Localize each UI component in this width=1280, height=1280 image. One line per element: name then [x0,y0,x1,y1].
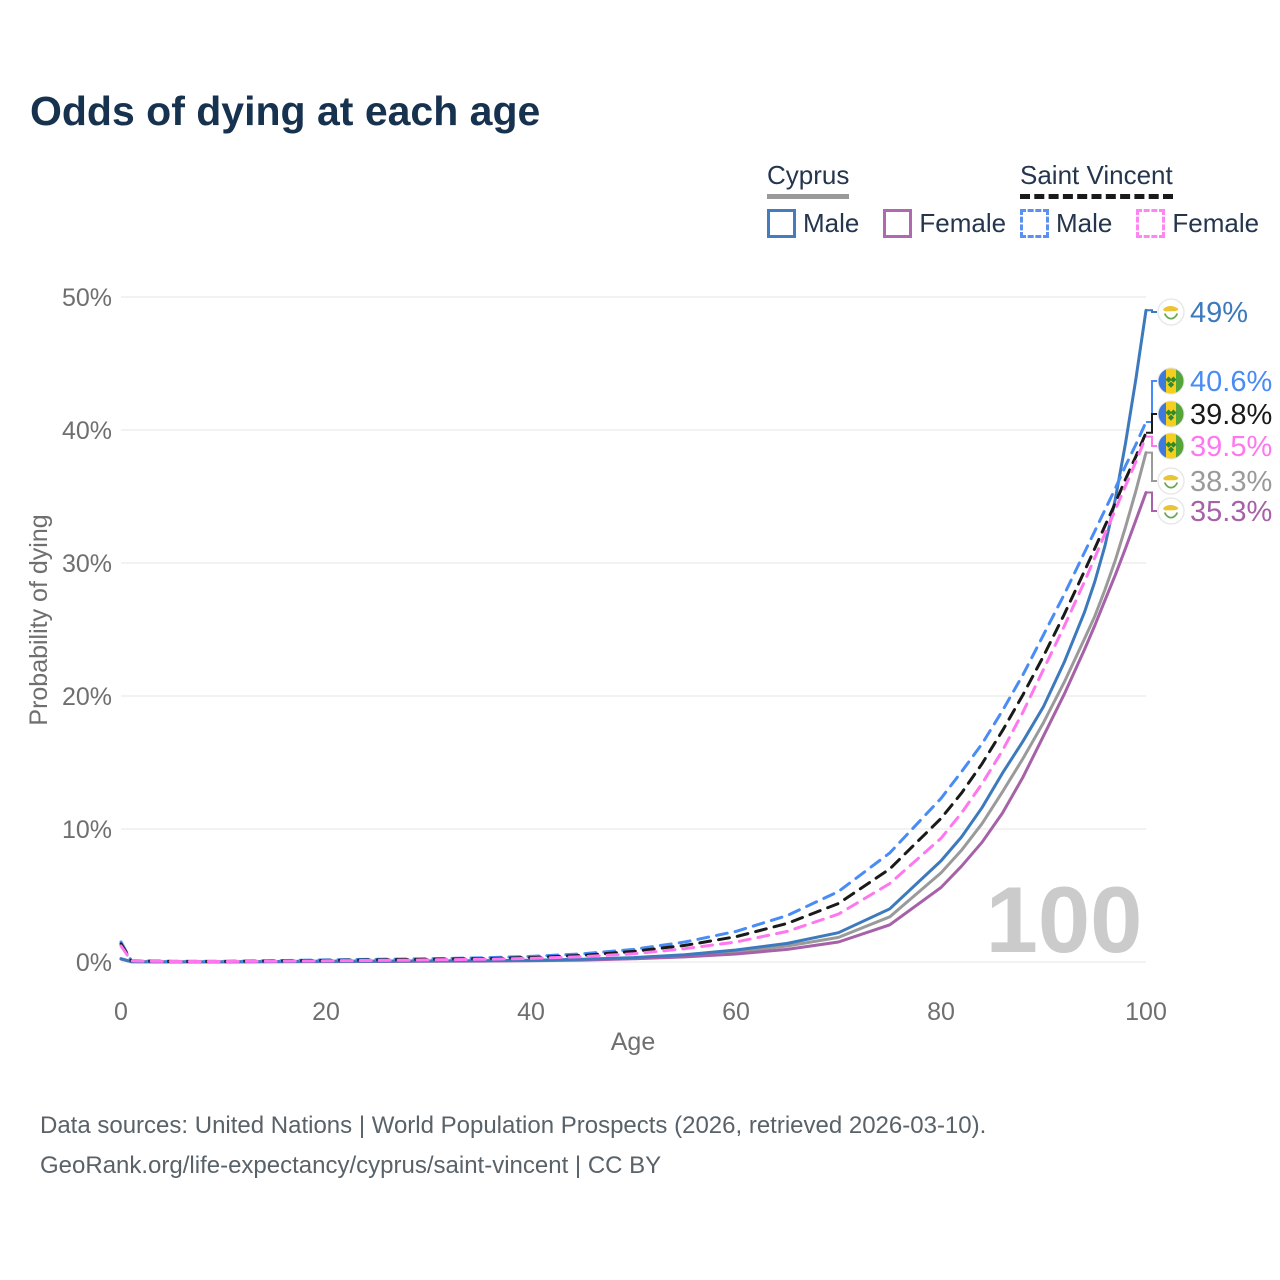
y-tick-label: 20% [62,683,112,711]
y-tick-label: 50% [62,284,112,312]
y-tick-label: 30% [62,550,112,578]
y-tick-label: 10% [62,816,112,844]
x-tick-label: 0 [114,998,128,1026]
legend-item-label: Female [919,208,1007,238]
curve-cyprus-male [119,308,1148,964]
end-label-connector [1146,491,1157,512]
axis-labels: Probability of dying Age [25,514,655,1056]
saint-vincent-flag-icon [1158,433,1184,459]
end-label-value: 38.3% [1190,466,1272,498]
cyprus-flag-icon [1157,497,1185,525]
x-tick-label: 40 [517,998,545,1026]
age-counter-watermark: 100 [986,867,1143,972]
end-label-value: 40.6% [1190,366,1272,398]
legend-item-label: Male [803,208,860,238]
x-tick-label: 80 [927,998,955,1026]
page-title: Odds of dying at each age [30,88,541,134]
legend-item-label: Female [1172,208,1260,238]
end-label-connector [1146,413,1157,434]
legend-group-saint-vincent: Saint Vincent Male Female [1020,160,1280,239]
legend: Cyprus Male Female Saint Vincent Male Fe… [0,160,1280,250]
end-label-value: 35.3% [1190,496,1272,528]
cyprus-male-swatch-icon [767,209,796,238]
legend-group-title-saint-vincent: Saint Vincent [1020,160,1173,199]
y-tick-label: 40% [62,417,112,445]
x-tick-label: 100 [1125,998,1167,1026]
saint-vincent-flag-icon [1158,368,1184,394]
cyprus-flag-icon [1157,467,1185,495]
legend-item-label: Male [1056,208,1113,238]
saint-vincent-flag-icon [1158,401,1184,427]
curve-saint-vincent-female [119,435,1148,963]
legend-item-cyprus-male: Male [767,208,859,239]
mortality-curves [119,308,1148,964]
legend-item-saint-vincent-female: Female [1136,208,1259,239]
end-label-connector [1146,435,1157,447]
cyprus-flag-icon [1157,298,1185,326]
end-label-connector [1146,451,1157,482]
end-label-value: 49% [1190,297,1248,329]
legend-group-cyprus: Cyprus Male Female [767,160,1030,239]
cyprus-female-swatch-icon [883,209,913,238]
y-tick-label: 0% [76,949,112,977]
x-axis-title: Age [611,1028,655,1056]
end-label-value: 39.8% [1190,399,1272,431]
end-label-connector [1146,309,1157,313]
end-value-labels: 49% 40.6%39.8%39.5%38.3%35.3% [1146,297,1272,528]
end-label-connector [1146,380,1157,423]
legend-item-saint-vincent-male: Male [1020,208,1112,239]
saint-vincent-female-swatch-icon [1136,209,1166,238]
gridlines: 0% 10% 20% 30% 40% 50% 0 20 40 60 80 100 [62,284,1167,1026]
x-tick-label: 20 [312,998,340,1026]
footer: Data sources: United Nations | World Pop… [40,1106,986,1186]
saint-vincent-male-swatch-icon [1020,209,1049,238]
footer-data-sources: Data sources: United Nations | World Pop… [40,1112,987,1139]
footer-attribution: GeoRank.org/life-expectancy/cyprus/saint… [40,1152,662,1179]
x-tick-label: 60 [722,998,750,1026]
legend-group-title-cyprus: Cyprus [767,160,850,199]
y-axis-title: Probability of dying [25,514,53,725]
legend-item-cyprus-female: Female [883,208,1006,239]
end-label-value: 39.5% [1190,431,1272,463]
